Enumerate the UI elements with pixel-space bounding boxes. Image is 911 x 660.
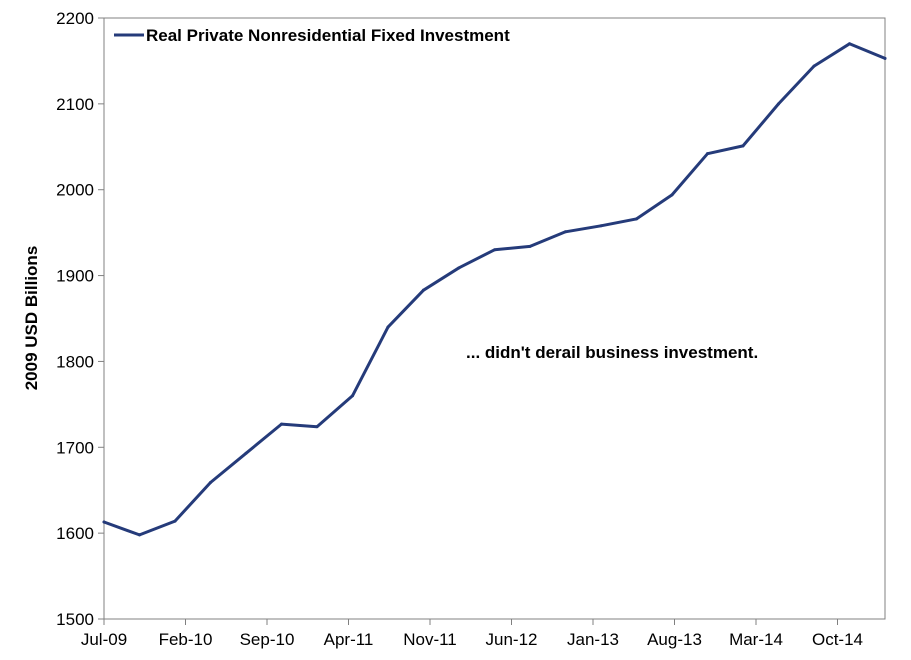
data-point	[457, 266, 461, 270]
x-tick-label: Jun-12	[486, 630, 538, 649]
data-point	[706, 152, 709, 156]
x-tick-label: Feb-10	[159, 630, 213, 649]
data-point	[812, 64, 816, 68]
y-tick-label: 1800	[56, 352, 94, 371]
data-point	[102, 520, 106, 524]
data-point	[848, 42, 851, 46]
data-point	[386, 325, 390, 329]
series-layer	[102, 42, 887, 537]
series-line	[102, 42, 887, 537]
x-tick-label: Nov-11	[403, 630, 457, 649]
data-point	[883, 56, 887, 60]
x-tick-label: Jul-09	[81, 630, 127, 649]
y-tick-label: 1900	[56, 267, 94, 286]
y-tick-label: 1700	[56, 438, 94, 457]
data-point	[244, 451, 248, 455]
chart-annotation: ... didn't derail business investment.	[466, 343, 758, 362]
data-point	[741, 144, 745, 148]
data-point	[209, 480, 212, 484]
data-point	[777, 102, 780, 106]
data-point	[670, 193, 674, 197]
plot-area	[103, 17, 886, 620]
x-tick-label: Apr-11	[324, 630, 374, 649]
data-point	[635, 217, 638, 221]
data-point	[173, 519, 177, 523]
y-tick-label: 1600	[56, 524, 94, 543]
data-point	[422, 288, 425, 292]
legend-label: Real Private Nonresidential Fixed Invest…	[146, 26, 510, 45]
y-axis: 1500 1600 1700 1800 1900 2000 2100 2200	[56, 9, 104, 629]
data-point	[599, 224, 603, 228]
y-tick-label: 2000	[56, 181, 94, 200]
y-tick-label: 1500	[56, 610, 94, 629]
y-axis-title: 2009 USD Billions	[22, 246, 41, 391]
data-point	[138, 533, 141, 537]
x-tick-label: Mar-14	[729, 630, 783, 649]
data-point	[493, 248, 496, 252]
x-tick-label: Jan-13	[567, 630, 619, 649]
y-tick-label: 2200	[56, 9, 94, 28]
data-point	[315, 425, 319, 429]
data-point	[351, 394, 354, 398]
data-point	[528, 244, 532, 248]
x-tick-label: Sep-10	[240, 630, 295, 649]
y-tick-label: 2100	[56, 95, 94, 114]
data-point	[564, 230, 567, 234]
data-point	[280, 422, 283, 426]
x-axis: Jul-09 Feb-10 Sep-10 Apr-11 Nov-11 Jun-12 Jan-…	[81, 619, 863, 649]
legend: Real Private Nonresidential Fixed Invest…	[114, 26, 510, 45]
x-tick-label: Aug-13	[647, 630, 702, 649]
x-tick-label: Oct-14	[812, 630, 863, 649]
